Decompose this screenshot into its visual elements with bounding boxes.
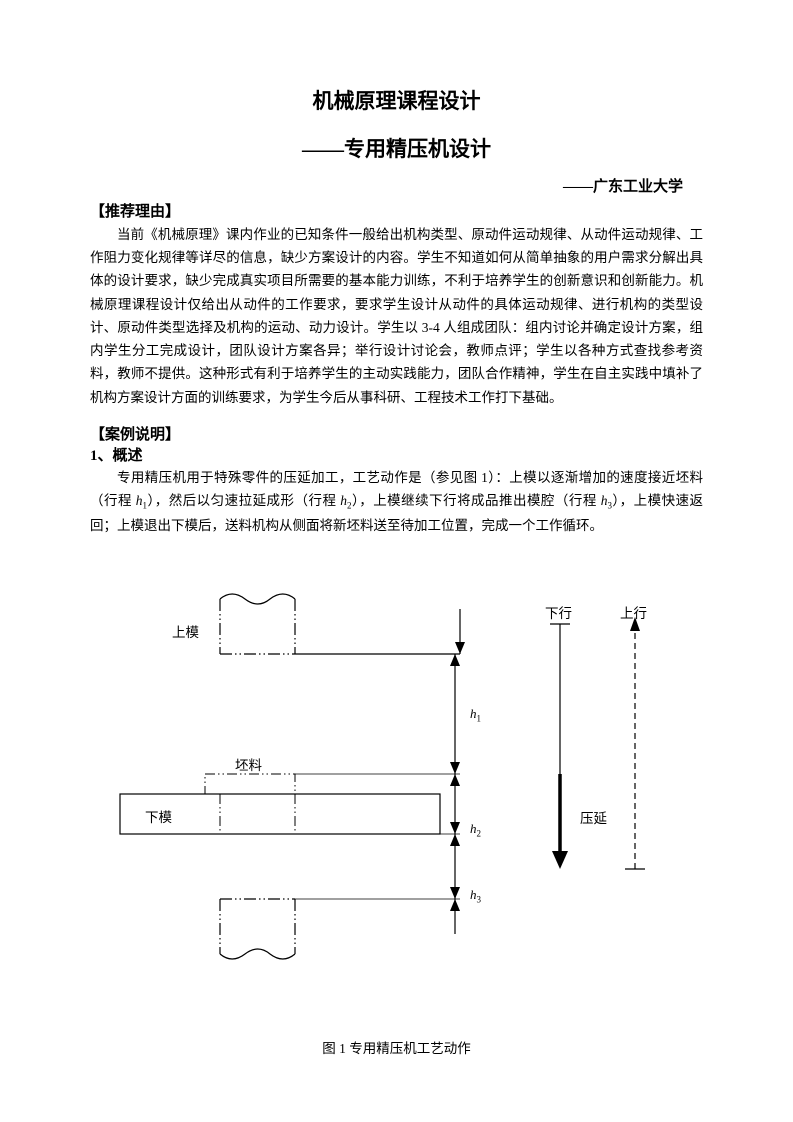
author-affiliation: ——广东工业大学 bbox=[90, 175, 703, 196]
title-subtitle: ——专用精压机设计 bbox=[90, 133, 703, 163]
figure-caption: 图 1 专用精压机工艺动作 bbox=[90, 1037, 703, 1057]
dim-h1-arrow-top bbox=[450, 654, 460, 666]
body-text-mid1: ），然后以匀速拉延成形（行程 bbox=[147, 493, 340, 508]
dim-h3-arrow-bot bbox=[450, 887, 460, 899]
dim-h2-arrow-bot bbox=[450, 822, 460, 834]
process-diagram: 上模 坯料 下模 下行 上行 压延 h1 h2 h3 bbox=[90, 569, 703, 989]
label-up: 上行 bbox=[620, 602, 647, 622]
arrowhead-upper bbox=[455, 642, 465, 654]
section-overview-body: 专用精压机用于特殊零件的压延加工，工艺动作是（参见图 1）：上模以逐渐增加的速度… bbox=[90, 466, 703, 538]
var-h1-diagram: h1 bbox=[470, 706, 481, 724]
dim-h3-arrow-top bbox=[450, 834, 460, 846]
product-shape bbox=[220, 899, 295, 959]
body-text-mid2: ），上模继续下行将成品推出模腔（行程 bbox=[352, 493, 601, 508]
dim-h3-arrow-up bbox=[450, 899, 460, 911]
dim-h1-arrow-bot bbox=[450, 762, 460, 774]
label-upper-die: 上模 bbox=[172, 621, 199, 641]
var-h2-diagram: h2 bbox=[470, 821, 481, 839]
label-lower-die: 下模 bbox=[145, 806, 172, 826]
section-recommendation-heading: 【推荐理由】 bbox=[90, 200, 703, 221]
dim-h2-arrow-top bbox=[450, 774, 460, 786]
label-blank: 坯料 bbox=[235, 754, 262, 774]
label-rolling: 压延 bbox=[580, 807, 607, 827]
label-down: 下行 bbox=[545, 602, 572, 622]
title-main: 机械原理课程设计 bbox=[90, 85, 703, 115]
blank-shape bbox=[205, 774, 295, 794]
var-h3-diagram: h3 bbox=[470, 887, 481, 905]
section-recommendation-body: 当前《机械原理》课内作业的已知条件一般给出机构类型、原动件运动规律、从动件运动规… bbox=[90, 223, 703, 409]
upper-die-shape bbox=[220, 594, 295, 654]
var-h1: h bbox=[136, 493, 143, 508]
lower-die-cavity bbox=[220, 794, 295, 834]
down-arrowhead bbox=[552, 851, 568, 869]
section-case-heading: 【案例说明】 bbox=[90, 423, 703, 444]
section-overview-subheading: 1、概述 bbox=[90, 444, 703, 465]
